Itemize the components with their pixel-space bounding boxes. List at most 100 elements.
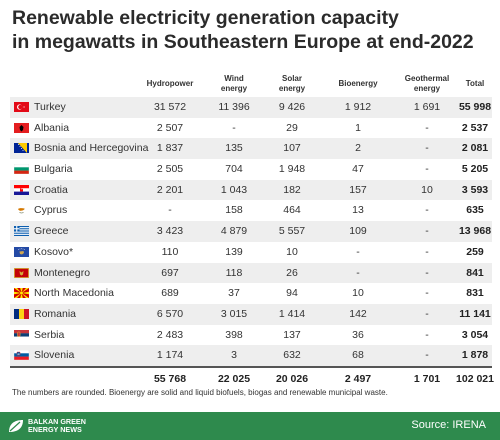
- table-row: North Macedonia 689 37 94 10 - 831: [10, 283, 492, 304]
- wind-value: 139: [225, 245, 243, 258]
- table-row: Cyprus - 158 464 13 - 635: [10, 200, 492, 221]
- total-value: 1 878: [461, 349, 489, 362]
- wind-value: 158: [225, 204, 243, 217]
- header-bioenergy: Bioenergy: [338, 79, 378, 88]
- country-name-cyprus: Cyprus: [34, 204, 68, 217]
- hydropower-value: 2 505: [156, 163, 184, 176]
- solar-value: 9 426: [278, 101, 306, 113]
- hydropower-value: 6 570: [156, 307, 184, 320]
- total-value: 3 593: [461, 183, 489, 196]
- bosnia-flag-icon: [14, 143, 29, 154]
- hydropower-value: 697: [161, 266, 179, 279]
- header-geothermal-energy: Geothermal energy: [404, 74, 450, 93]
- total-hydropower: 55 768: [153, 372, 187, 385]
- kosovo-flag-icon: [14, 246, 29, 257]
- hydropower-value: 1 837: [156, 142, 184, 155]
- chart-title: Renewable electricity generation capacit…: [12, 6, 492, 54]
- table-row: Croatia 2 201 1 043 182 157 10 3 593: [10, 179, 492, 201]
- bioenergy-value: 36: [352, 328, 364, 341]
- table-row: Montenegro 697 118 26 - - 841: [10, 262, 492, 284]
- slovenia-flag-icon: [14, 350, 29, 361]
- bioenergy-value: 157: [349, 183, 367, 196]
- table-row: Kosovo* 110 139 10 - - 259: [10, 242, 492, 263]
- solar-value: 1 414: [278, 307, 306, 320]
- table-row: Bulgaria 2 505 704 1 948 47 - 5 205: [10, 159, 492, 180]
- cyprus-flag-icon: [14, 205, 29, 216]
- total-value: 55 998: [458, 101, 492, 113]
- country-name-north-macedonia: North Macedonia: [34, 287, 114, 300]
- hydropower-value: -: [168, 204, 172, 217]
- table-row: Turkey 31 572 11 396 9 426 1 912 1 691 55 998: [10, 97, 492, 118]
- geothermal-value: -: [425, 204, 429, 217]
- table-row: Bosnia and Hercegovina 1 837 135 107 2 - 2 081: [10, 138, 492, 160]
- total-value: 5 205: [461, 163, 489, 176]
- grand-total: 102 021: [456, 372, 494, 385]
- bioenergy-value: 10: [352, 287, 364, 300]
- geothermal-value: -: [425, 266, 429, 279]
- footnote: The numbers are rounded. Bioenergy are s…: [12, 388, 388, 397]
- hydropower-value: 3 423: [156, 225, 184, 238]
- hydropower-value: 1 174: [156, 349, 184, 362]
- solar-value: 5 557: [278, 225, 306, 238]
- table-body: Turkey 31 572 11 396 9 426 1 912 1 691 55 998 A…: [10, 97, 492, 366]
- wind-value: 3: [231, 349, 237, 362]
- total-value: 11 141: [459, 307, 491, 320]
- country-name-bulgaria: Bulgaria: [34, 163, 73, 176]
- hydropower-value: 2 201: [156, 183, 184, 196]
- total-bioenergy: 2 497: [344, 372, 372, 385]
- country-name-romania: Romania: [34, 307, 77, 320]
- logo-line-2: ENERGY NEWS: [28, 425, 82, 434]
- north-macedonia-flag-icon: [14, 288, 29, 299]
- capacity-table: Hydropower Wind energy Solar energy Bioe…: [10, 70, 494, 388]
- solar-value: 26: [286, 266, 298, 279]
- table-row: Greece 3 423 4 879 5 557 109 - 13 968: [10, 221, 492, 242]
- total-value: 841: [466, 266, 484, 279]
- solar-value: 10: [286, 245, 298, 258]
- leaf-icon: [9, 420, 23, 432]
- country-name-bosnia-and-hercegovina: Bosnia and Hercegovina: [34, 142, 149, 155]
- wind-value: 135: [225, 142, 243, 155]
- country-name-croatia: Croatia: [34, 183, 68, 196]
- montenegro-flag-icon: [14, 267, 29, 278]
- bioenergy-value: 109: [349, 225, 367, 238]
- total-value: 2 081: [461, 142, 489, 155]
- bioenergy-value: 68: [352, 349, 364, 362]
- wind-value: 398: [225, 328, 243, 341]
- solar-value: 464: [283, 204, 301, 217]
- geothermal-value: -: [425, 307, 429, 320]
- solar-value: 182: [283, 183, 301, 196]
- solar-value: 94: [286, 287, 298, 300]
- header-total: Total: [465, 79, 485, 88]
- wind-value: 4 879: [220, 225, 248, 238]
- bioenergy-value: 47: [352, 163, 364, 176]
- wind-value: 37: [228, 287, 240, 300]
- bioenergy-value: 2: [355, 142, 361, 155]
- geothermal-value: -: [425, 287, 429, 300]
- geothermal-value: -: [425, 225, 429, 238]
- country-name-montenegro: Montenegro: [34, 266, 91, 279]
- wind-value: 704: [225, 163, 243, 176]
- title-line-1: Renewable electricity generation capacit…: [12, 7, 399, 29]
- solar-value: 1 948: [278, 163, 306, 176]
- turkey-flag-icon: [14, 102, 29, 112]
- hydropower-value: 110: [161, 245, 179, 258]
- table-row: Serbia 2 483 398 137 36 - 3 054: [10, 325, 492, 346]
- header-wind-energy: Wind energy: [220, 74, 248, 93]
- bioenergy-value: -: [356, 245, 360, 258]
- geothermal-value: -: [425, 328, 429, 341]
- totals-row: 55 768 22 025 20 026 2 497 1 701 102 021: [10, 365, 494, 388]
- wind-value: 3 015: [220, 307, 248, 320]
- albania-flag-icon: [14, 122, 29, 133]
- hydropower-value: 2 483: [156, 328, 184, 341]
- solar-value: 632: [283, 349, 301, 362]
- bulgaria-flag-icon: [14, 164, 29, 175]
- geothermal-value: -: [425, 245, 429, 258]
- geothermal-value: -: [425, 163, 429, 176]
- header-solar-energy: Solar energy: [278, 74, 306, 93]
- country-name-turkey: Turkey: [34, 101, 66, 113]
- total-value: 259: [466, 245, 484, 258]
- total-value: 13 968: [458, 225, 492, 238]
- geothermal-value: -: [425, 142, 429, 155]
- total-value: 831: [466, 287, 484, 300]
- total-wind: 22 025: [217, 372, 251, 385]
